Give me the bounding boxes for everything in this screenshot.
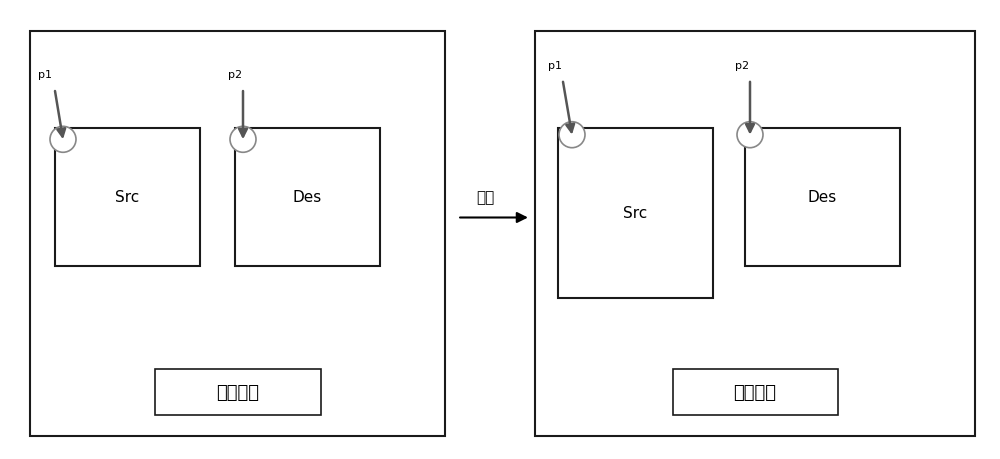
Ellipse shape xyxy=(737,123,763,148)
Bar xyxy=(155,369,320,415)
Text: 运行阶段: 运行阶段 xyxy=(734,383,776,402)
Text: Src: Src xyxy=(115,190,140,205)
Bar xyxy=(30,32,445,436)
Text: p2: p2 xyxy=(228,70,242,80)
Bar xyxy=(558,129,713,298)
Bar xyxy=(535,32,975,436)
Text: p1: p1 xyxy=(38,70,52,80)
Text: 变化: 变化 xyxy=(476,189,494,204)
Bar xyxy=(672,369,838,415)
Ellipse shape xyxy=(559,123,585,148)
Text: 配置阶段: 配置阶段 xyxy=(216,383,260,402)
Text: p2: p2 xyxy=(735,61,749,71)
Text: p1: p1 xyxy=(548,61,562,71)
Text: Src: Src xyxy=(623,206,648,221)
Bar xyxy=(235,129,380,266)
Bar xyxy=(55,129,200,266)
Ellipse shape xyxy=(230,127,256,153)
Text: Des: Des xyxy=(293,190,322,205)
Text: Des: Des xyxy=(808,190,837,205)
Ellipse shape xyxy=(50,127,76,153)
Bar xyxy=(745,129,900,266)
